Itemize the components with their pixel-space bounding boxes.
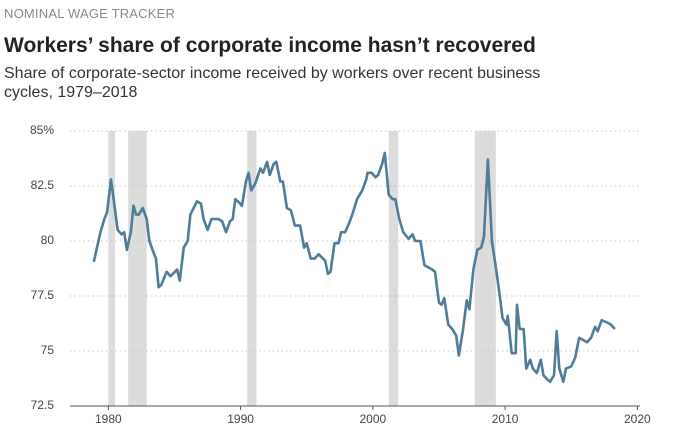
y-tick-label: 82.5 <box>31 178 55 192</box>
kicker: NOMINAL WAGE TRACKER <box>4 6 176 21</box>
chart-subtitle: Share of corporate-sector income receive… <box>4 65 541 101</box>
y-tick-label: 77.5 <box>31 288 55 302</box>
y-tick-label: 80 <box>41 233 55 247</box>
data-line <box>92 151 616 384</box>
x-tick-label: 2000 <box>360 412 387 426</box>
recession-band <box>128 131 147 406</box>
recession-band <box>108 131 115 406</box>
x-tick-label: 1990 <box>227 412 254 426</box>
x-tick-label: 2010 <box>492 412 519 426</box>
chart-title: Workers’ share of corporate income hasn’… <box>4 34 536 57</box>
x-tick-label: 1980 <box>95 412 122 426</box>
x-tick-label: 2020 <box>624 412 651 426</box>
recession-band <box>247 131 257 406</box>
y-tick-label: 85% <box>30 123 54 137</box>
recession-band <box>388 131 398 406</box>
y-tick-label: 75 <box>41 343 55 357</box>
y-tick-label: 72.5 <box>31 398 55 412</box>
recession-band <box>474 131 496 406</box>
